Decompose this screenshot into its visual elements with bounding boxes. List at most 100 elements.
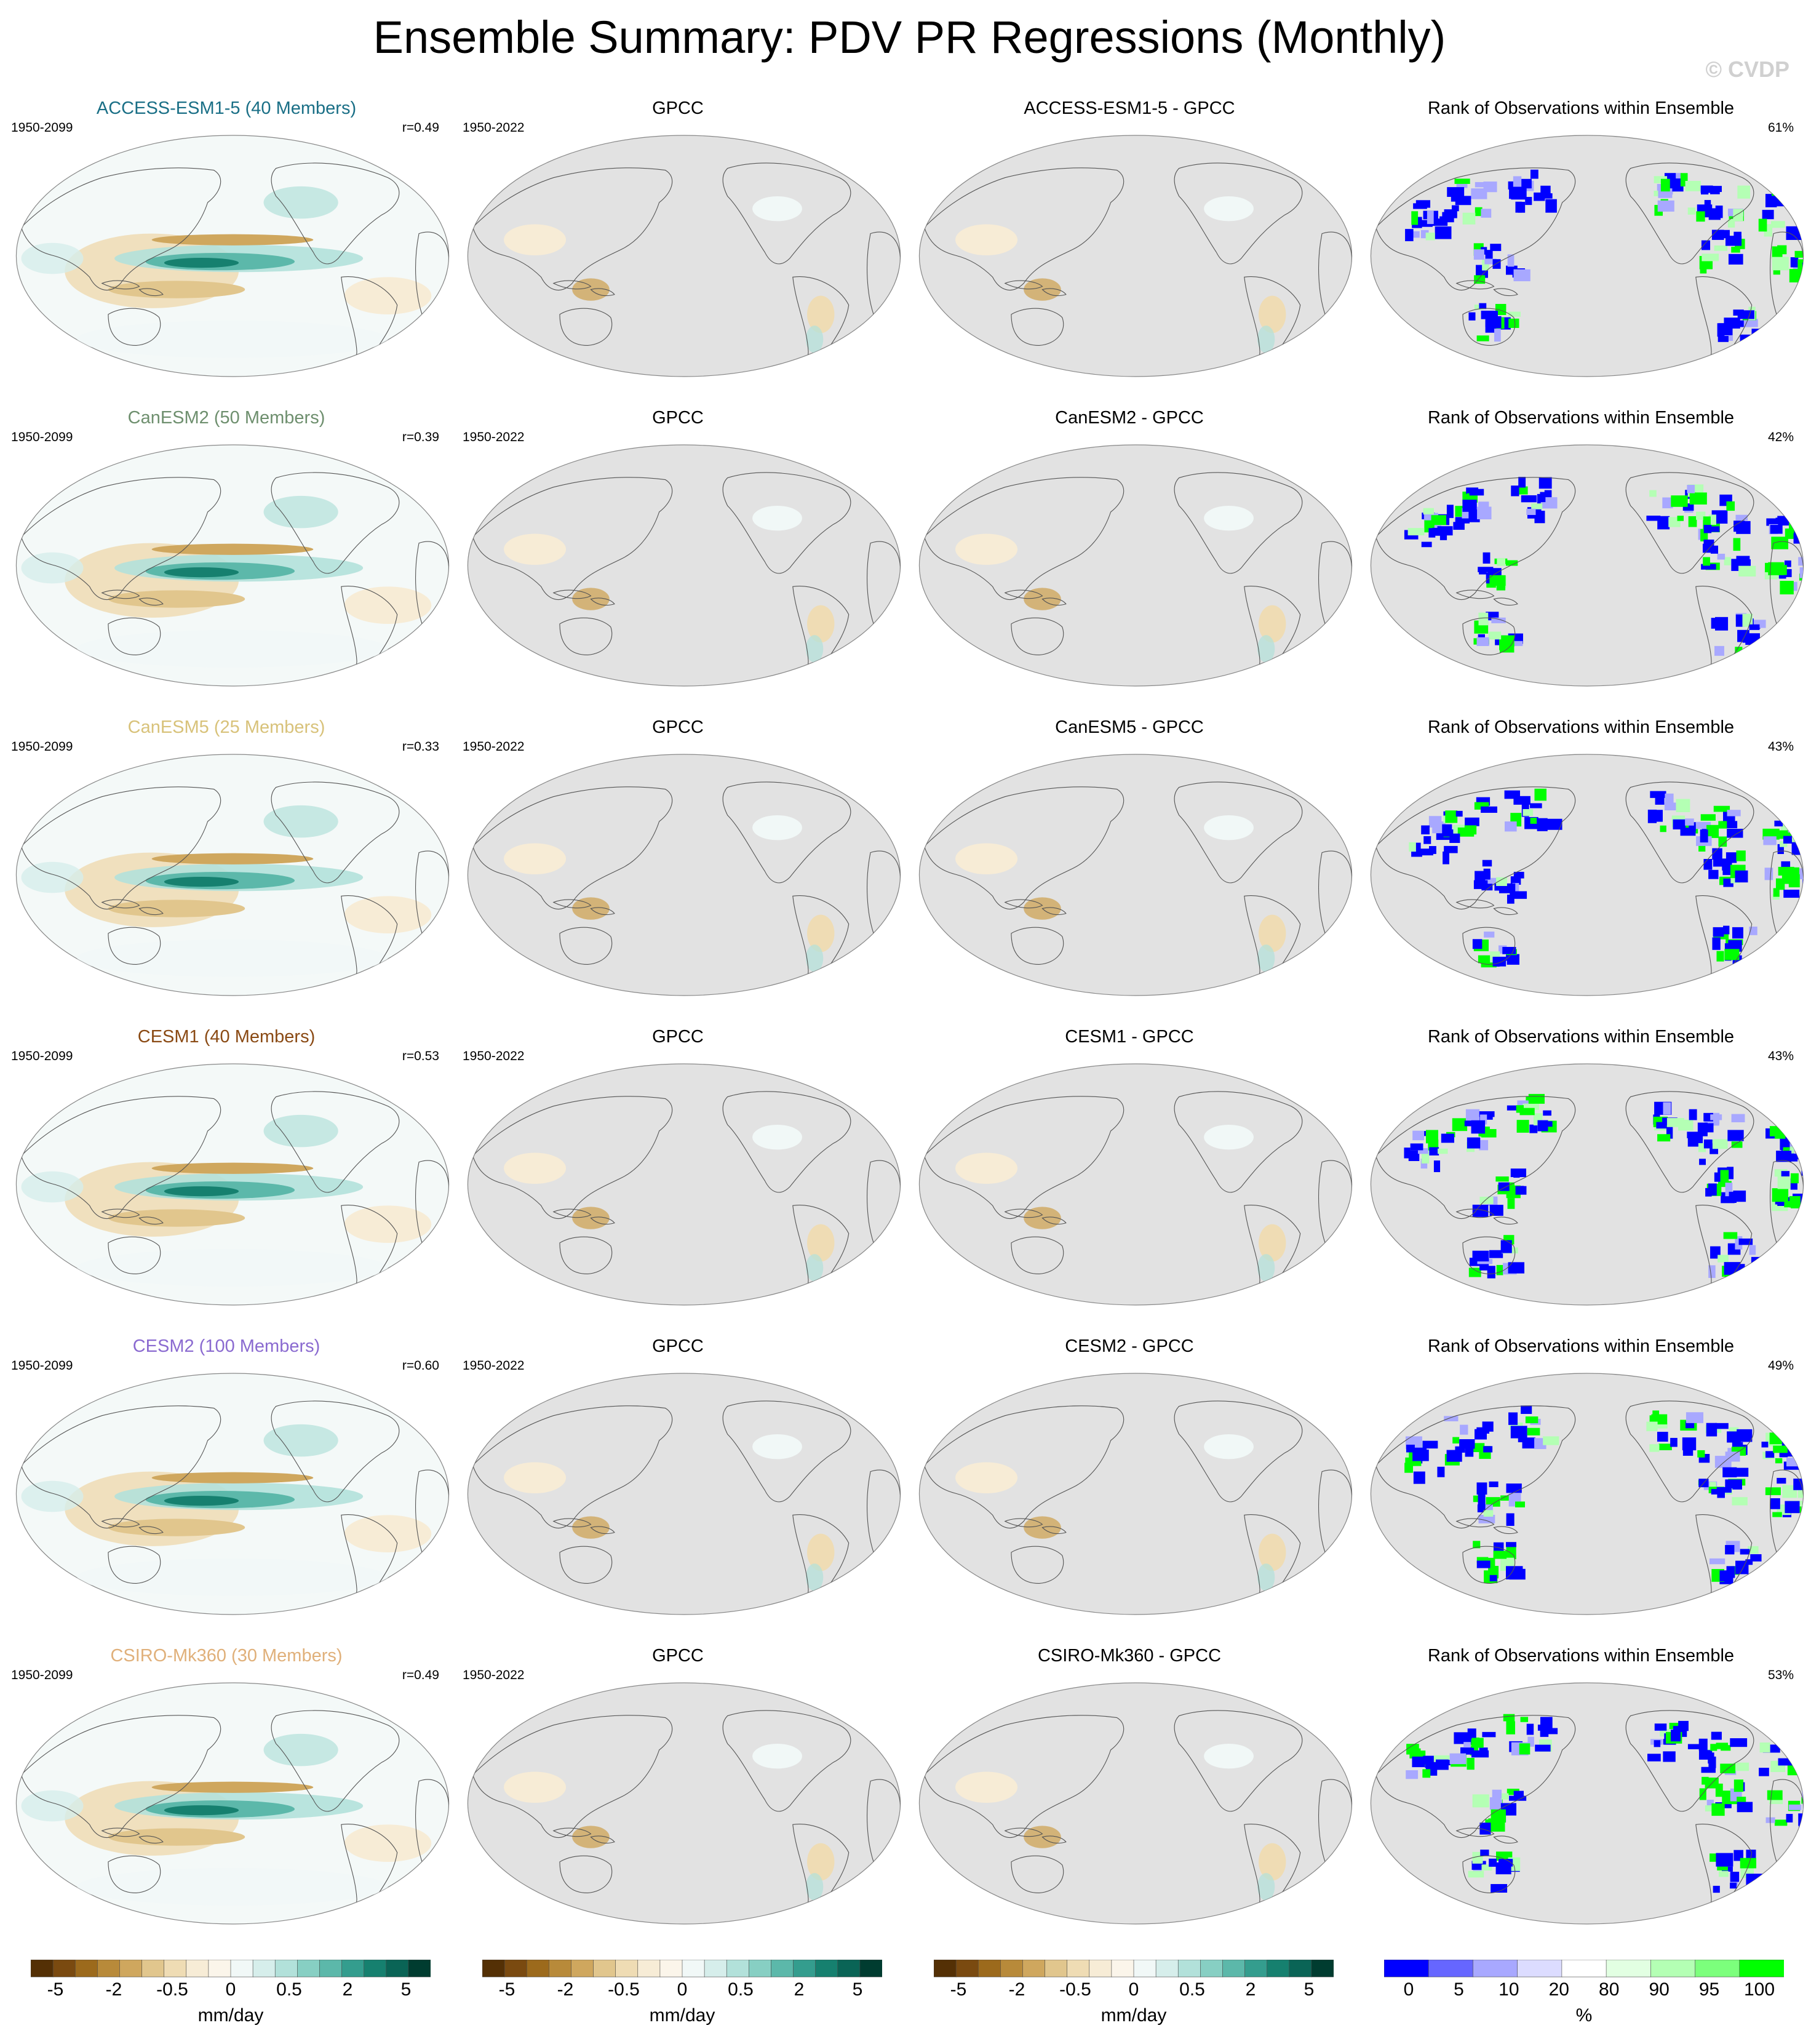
map-model xyxy=(15,444,450,687)
colorbar-tick: -0.5 xyxy=(608,1979,640,2000)
map-obs xyxy=(467,1373,901,1615)
colorbar-swatch xyxy=(815,1959,838,1978)
colorbar-tick: 0.5 xyxy=(276,1979,302,2000)
colorbar-swatch xyxy=(1561,1959,1607,1978)
colorbar-3: 0 5 10 20 80 90 95 100% xyxy=(1383,1959,1785,2027)
map-diff xyxy=(918,444,1353,687)
colorbar-tick: 100 xyxy=(1743,1979,1775,2000)
pattern-correlation: r=0.33 xyxy=(402,740,439,754)
rank-percent: 43% xyxy=(1767,1049,1794,1063)
panel-title: GPCC xyxy=(652,1646,704,1666)
colorbar-swatch xyxy=(837,1959,861,1978)
colorbar-swatch xyxy=(955,1959,979,1978)
colorbar-tick: -5 xyxy=(47,1979,64,2000)
panel-obs-2: GPCC 1950-2022 xyxy=(463,717,901,996)
colorbar-swatch xyxy=(97,1959,121,1978)
colorbar-tick: 5 xyxy=(1304,1979,1315,2000)
colorbar-swatch xyxy=(504,1959,528,1978)
panel-rank-1: Rank of Observations within Ensemble 42% xyxy=(1366,408,1804,687)
panel-title: Rank of Observations within Ensemble xyxy=(1427,1646,1735,1666)
colorbar-tick: -2 xyxy=(105,1979,122,2000)
panel-years: 1950-2022 xyxy=(463,121,525,135)
panel-title: Rank of Observations within Ensemble xyxy=(1427,408,1735,428)
panel-years: 1950-2099 xyxy=(11,1049,73,1063)
colorbar-tick: 2 xyxy=(1245,1979,1256,2000)
pattern-correlation: r=0.49 xyxy=(402,121,439,135)
colorbar-swatch xyxy=(1133,1959,1156,1978)
colorbar-swatch xyxy=(1311,1959,1334,1978)
panel-years: 1950-2099 xyxy=(11,740,73,754)
colorbar-tick: 2 xyxy=(794,1979,805,2000)
colorbar-swatch xyxy=(319,1959,343,1978)
panel-model-5: CSIRO-Mk360 (30 Members) 1950-2099 r=0.49 xyxy=(11,1646,450,1925)
panel-obs-0: GPCC 1950-2022 xyxy=(463,98,901,377)
colorbar-swatch xyxy=(230,1959,253,1978)
panel-years: 1950-2022 xyxy=(463,1359,525,1373)
colorbar-swatches xyxy=(482,1959,883,1978)
colorbar-tick: 90 xyxy=(1649,1979,1670,2000)
map-model xyxy=(15,1063,450,1306)
colorbar-swatch xyxy=(119,1959,143,1978)
panel-rank-3: Rank of Observations within Ensemble 43% xyxy=(1366,1027,1804,1306)
rank-percent: 61% xyxy=(1767,121,1794,135)
colorbar-swatch xyxy=(549,1959,572,1978)
panel-title: ACCESS-ESM1-5 - GPCC xyxy=(1024,98,1235,118)
colorbar-swatch xyxy=(252,1959,276,1978)
colorbar-swatch xyxy=(637,1959,661,1978)
colorbar-swatch xyxy=(1383,1959,1430,1978)
panel-years: 1950-2022 xyxy=(463,740,525,754)
colorbar-swatch xyxy=(615,1959,639,1978)
rank-percent: 42% xyxy=(1767,430,1794,444)
panel-diff-5: CSIRO-Mk360 - GPCC xyxy=(914,1646,1353,1925)
pattern-correlation: r=0.49 xyxy=(402,1668,439,1682)
pattern-correlation: r=0.39 xyxy=(402,430,439,444)
colorbar-swatch xyxy=(74,1959,98,1978)
panel-diff-1: CanESM2 - GPCC xyxy=(914,408,1353,687)
rank-percent: 49% xyxy=(1767,1359,1794,1373)
colorbar-swatch xyxy=(482,1959,505,1978)
panel-years: 1950-2099 xyxy=(11,1359,73,1373)
colorbar-swatch xyxy=(208,1959,231,1978)
colorbar-tick: -5 xyxy=(498,1979,515,2000)
colorbar-1: -5 -2 -0.5 0 0.5 2 5 mm/day xyxy=(482,1959,883,2027)
panel-years: 1950-2099 xyxy=(11,430,73,444)
colorbar-swatch xyxy=(1267,1959,1290,1978)
map-obs xyxy=(467,444,901,687)
panel-title: CanESM5 - GPCC xyxy=(1055,717,1204,737)
panel-title: CESM1 - GPCC xyxy=(1065,1027,1194,1047)
panel-title: GPCC xyxy=(652,1336,704,1356)
panel-years: 1950-2022 xyxy=(463,1668,525,1682)
colorbar-tick: 10 xyxy=(1499,1979,1519,2000)
colorbar-tick: -0.5 xyxy=(1059,1979,1091,2000)
colorbar-tick: 0 xyxy=(225,1979,236,2000)
colorbar-swatch xyxy=(341,1959,365,1978)
map-model xyxy=(15,1682,450,1925)
colorbar-tick: 0.5 xyxy=(728,1979,754,2000)
colorbar-swatch xyxy=(659,1959,683,1978)
map-diff xyxy=(918,1682,1353,1925)
panel-obs-4: GPCC 1950-2022 xyxy=(463,1336,901,1615)
map-obs xyxy=(467,1682,901,1925)
panel-title: CanESM5 (25 Members) xyxy=(127,717,325,737)
panel-title: CanESM2 (50 Members) xyxy=(127,408,325,428)
map-rank xyxy=(1370,1063,1804,1306)
colorbar-swatch xyxy=(1000,1959,1024,1978)
map-rank xyxy=(1370,754,1804,996)
panel-title: GPCC xyxy=(652,1027,704,1047)
colorbar-swatch xyxy=(977,1959,1001,1978)
colorbar-swatch xyxy=(726,1959,750,1978)
colorbar-swatch xyxy=(1695,1959,1740,1978)
colorbar-swatch xyxy=(1222,1959,1246,1978)
colorbar-swatch xyxy=(571,1959,594,1978)
panel-title: GPCC xyxy=(652,408,704,428)
panel-title: ACCESS-ESM1-5 (40 Members) xyxy=(96,98,357,118)
panel-title: GPCC xyxy=(652,717,704,737)
colorbar-tick: 0 xyxy=(1128,1979,1139,2000)
panel-model-1: CanESM2 (50 Members) 1950-2099 r=0.39 xyxy=(11,408,450,687)
map-rank xyxy=(1370,1682,1804,1925)
panel-diff-3: CESM1 - GPCC xyxy=(914,1027,1353,1306)
panel-title: Rank of Observations within Ensemble xyxy=(1427,717,1735,737)
colorbar-swatch xyxy=(1155,1959,1179,1978)
colorbar-swatch xyxy=(749,1959,772,1978)
panel-title: CESM2 (100 Members) xyxy=(132,1336,320,1356)
